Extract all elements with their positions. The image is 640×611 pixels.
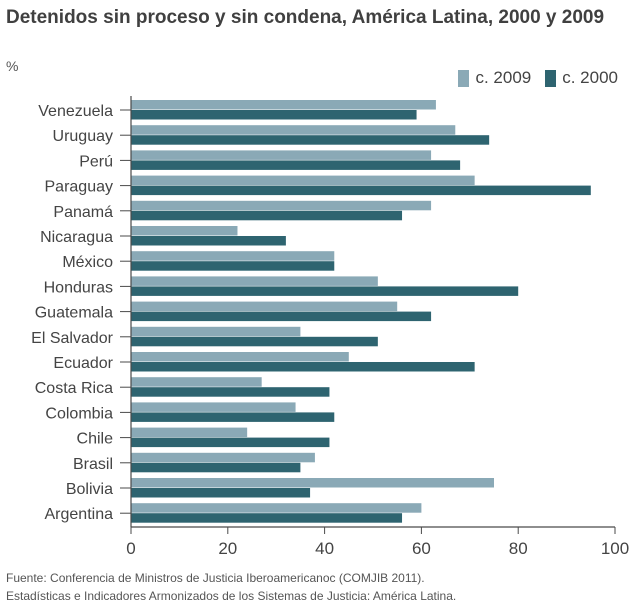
x-tick-label-4: 80 [509, 539, 528, 558]
bars-group [131, 100, 591, 523]
bar-2000-0 [131, 110, 417, 120]
legend-item-2000: c. 2000 [545, 68, 618, 88]
bar-2000-6 [131, 261, 335, 271]
bar-2000-3 [131, 185, 591, 196]
category-label-3: Paraguay [45, 179, 114, 196]
legend-label-2009: c. 2009 [475, 68, 532, 87]
bar-2000-9 [131, 336, 378, 347]
chart-title: Detenidos sin proceso y sin condena, Amé… [6, 7, 605, 28]
legend-swatch-2009 [458, 69, 470, 87]
bar-2000-10 [131, 362, 475, 372]
bar-2000-11 [131, 387, 330, 397]
axes-group: 0 20 40 60 80 100 [120, 96, 629, 558]
category-label-15: Bolivia [66, 481, 113, 498]
category-label-2: Perú [79, 153, 113, 170]
bar-2000-16 [131, 513, 403, 523]
bar-2009-8 [131, 301, 398, 312]
bar-2000-1 [131, 135, 490, 145]
bar-2000-5 [131, 236, 286, 246]
bar-2009-14 [131, 452, 315, 463]
category-label-6: México [62, 254, 113, 271]
bar-2000-8 [131, 311, 432, 322]
category-label-12: Colombia [45, 405, 113, 422]
category-label-7: Honduras [44, 279, 113, 296]
x-tick-label-2: 40 [315, 539, 334, 558]
x-tick-label-5: 100 [601, 539, 629, 558]
category-labels: Venezuela Uruguay Perú Paraguay Panamá Nicara… [31, 103, 114, 523]
bar-2009-9 [131, 326, 301, 337]
category-label-10: Ecuador [53, 355, 113, 372]
bar-2009-15 [131, 478, 494, 488]
legend-item-2009: c. 2009 [458, 68, 531, 88]
x-tick-label-3: 60 [412, 539, 431, 558]
x-tick-label-1: 20 [218, 539, 237, 558]
bar-2009-10 [131, 352, 349, 362]
bar-2009-5 [131, 226, 238, 236]
bar-2009-3 [131, 175, 475, 186]
source-line-1: Fuente: Conferencia de Ministros de Just… [6, 571, 425, 585]
legend-swatch-2000 [545, 69, 557, 87]
bar-2009-0 [131, 100, 436, 110]
bar-2009-16 [131, 503, 422, 513]
source-line-2: Estadísticas e Indicadores Armonizados d… [6, 589, 457, 603]
bar-2009-7 [131, 276, 378, 286]
bar-2009-13 [131, 427, 248, 438]
category-label-14: Brasil [73, 456, 113, 473]
bar-2000-14 [131, 462, 301, 473]
legend: c. 2009 c. 2000 [444, 68, 618, 88]
legend-label-2000: c. 2000 [562, 68, 618, 87]
category-label-16: Argentina [45, 506, 114, 523]
category-label-11: Costa Rica [35, 380, 113, 397]
bar-2009-4 [131, 200, 432, 211]
unit-label: % [6, 58, 19, 74]
category-label-4: Panamá [53, 204, 113, 221]
category-label-9: El Salvador [31, 330, 113, 347]
category-label-13: Chile [77, 431, 114, 448]
bar-2000-13 [131, 437, 330, 448]
category-label-1: Uruguay [53, 128, 113, 145]
bar-2009-1 [131, 125, 456, 135]
bar-2009-6 [131, 251, 335, 261]
category-label-0: Venezuela [38, 103, 113, 120]
bar-2009-2 [131, 150, 432, 160]
bar-2000-12 [131, 412, 335, 422]
bar-2009-11 [131, 377, 262, 387]
x-tick-label-0: 0 [126, 539, 135, 558]
category-label-5: Nicaragua [40, 229, 113, 246]
source-note: Fuente: Conferencia de Ministros de Just… [6, 569, 456, 605]
bar-2000-15 [131, 488, 311, 498]
category-label-8: Guatemala [35, 305, 113, 322]
bar-2000-7 [131, 286, 519, 296]
bar-2000-2 [131, 160, 461, 170]
bar-2000-4 [131, 210, 403, 221]
bar-2009-12 [131, 402, 296, 412]
